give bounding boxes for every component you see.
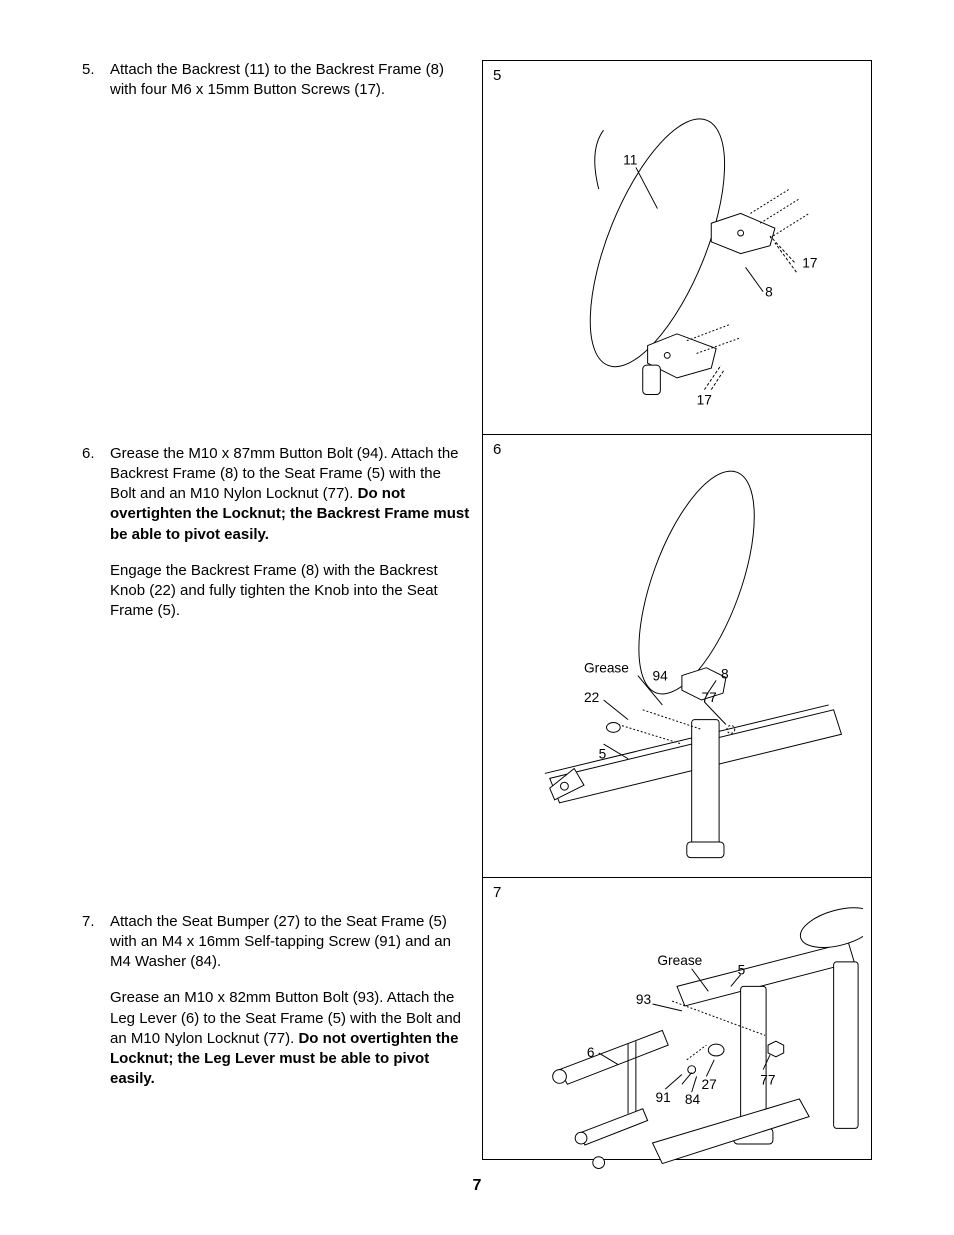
callout-22: 22 [584, 690, 599, 705]
step-7-para-1: Attach the Seat Bumper (27) to the Seat … [110, 912, 470, 973]
diagram-panel-7: 7 [483, 878, 871, 1212]
callout-84: 84 [685, 1092, 701, 1107]
step-5-para-1: Attach the Backrest (11) to the Backrest… [110, 60, 470, 101]
step-6-para-2: Engage the Backrest Frame (8) with the B… [110, 561, 470, 622]
step-6: 6. Grease the M10 x 87mm Button Bolt (94… [82, 444, 470, 622]
panel-number: 5 [493, 67, 501, 84]
diagram-column: 5 [482, 60, 872, 1160]
callout-17a: 17 [802, 255, 817, 270]
step-number: 7. [82, 912, 110, 1090]
diagram-5-svg: 11 17 8 17 [491, 69, 863, 426]
callout-77: 77 [701, 690, 716, 705]
callout-6: 6 [587, 1045, 595, 1060]
panel-number: 6 [493, 441, 501, 458]
callout-11: 11 [623, 152, 637, 167]
diagram-panel-6: 6 [483, 435, 871, 878]
diagram-panel-5: 5 [483, 61, 871, 435]
step-body: Attach the Seat Bumper (27) to the Seat … [110, 912, 470, 1090]
panel-number: 7 [493, 884, 501, 901]
callout-grease: Grease [584, 661, 629, 676]
callout-91: 91 [655, 1090, 670, 1105]
callout-5c: 5 [738, 963, 746, 978]
instructions-column: 5. Attach the Backrest (11) to the Backr… [82, 60, 482, 1167]
callout-8: 8 [765, 285, 773, 300]
diagram-7-svg: Grease 5 93 6 27 77 91 84 [491, 886, 863, 1204]
step-body: Attach the Backrest (11) to the Backrest… [110, 60, 470, 101]
step-number: 6. [82, 444, 110, 622]
callout-77b: 77 [760, 1073, 775, 1088]
step-7-para-2: Grease an M10 x 82mm Button Bolt (93). A… [110, 988, 470, 1089]
callout-5b: 5 [599, 747, 607, 762]
callout-27: 27 [701, 1078, 716, 1093]
callout-8b: 8 [721, 667, 729, 682]
diagram-6-svg: Grease 94 8 22 77 5 [491, 443, 863, 869]
callout-93: 93 [636, 992, 652, 1007]
step-5: 5. Attach the Backrest (11) to the Backr… [82, 60, 470, 101]
step-7: 7. Attach the Seat Bumper (27) to the Se… [82, 912, 470, 1090]
step-body: Grease the M10 x 87mm Button Bolt (94). … [110, 444, 470, 622]
callout-17b: 17 [697, 392, 712, 407]
callout-94: 94 [653, 669, 669, 684]
step-6-para-1: Grease the M10 x 87mm Button Bolt (94). … [110, 444, 470, 545]
callout-grease-7: Grease [657, 953, 702, 968]
step-number: 5. [82, 60, 110, 101]
